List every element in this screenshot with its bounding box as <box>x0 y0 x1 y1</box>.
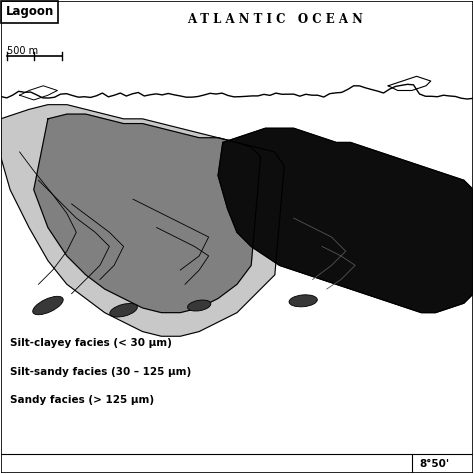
Ellipse shape <box>289 295 317 307</box>
Text: 8°50': 8°50' <box>419 459 449 469</box>
Text: A T L A N T I C   O C E A N: A T L A N T I C O C E A N <box>187 12 363 26</box>
Polygon shape <box>34 114 261 313</box>
Ellipse shape <box>33 296 63 315</box>
Text: Silt-sandy facies (30 – 125 μm): Silt-sandy facies (30 – 125 μm) <box>10 367 191 377</box>
Ellipse shape <box>110 303 137 317</box>
Polygon shape <box>218 128 474 313</box>
Ellipse shape <box>188 300 211 311</box>
Text: Silt-clayey facies (< 30 μm): Silt-clayey facies (< 30 μm) <box>10 338 172 348</box>
Text: 500 m: 500 m <box>7 46 38 55</box>
Text: Lagoon: Lagoon <box>5 5 54 18</box>
Text: Sandy facies (> 125 μm): Sandy facies (> 125 μm) <box>10 395 154 405</box>
Polygon shape <box>0 105 284 336</box>
